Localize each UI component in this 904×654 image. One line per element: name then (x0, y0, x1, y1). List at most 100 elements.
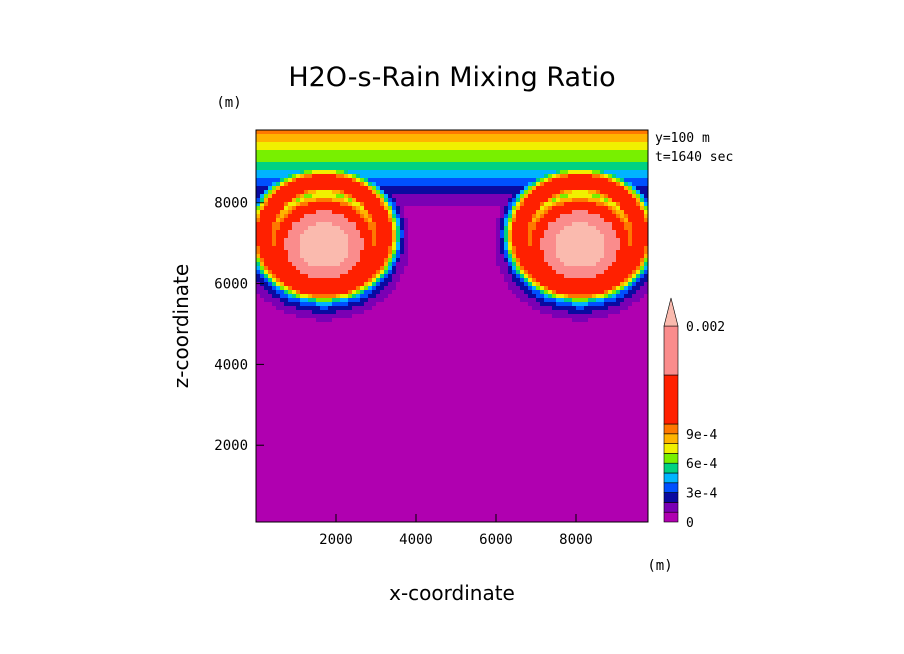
field-cell (308, 258, 313, 263)
field-cell (296, 422, 301, 427)
field-cell (448, 474, 453, 479)
field-cell (424, 206, 429, 211)
field-cell (364, 518, 369, 522)
field-cell (392, 314, 397, 319)
field-cell (368, 466, 373, 471)
field-cell (280, 450, 285, 455)
field-cell (268, 454, 273, 459)
field-cell (296, 502, 301, 507)
field-cell (320, 222, 325, 227)
field-cell (256, 382, 261, 387)
field-cell (436, 518, 441, 522)
field-cell (444, 202, 449, 207)
field-cell (308, 410, 313, 415)
field-cell (416, 206, 421, 211)
field-cell (420, 134, 425, 139)
field-cell (420, 466, 425, 471)
field-cell (436, 214, 441, 219)
field-cell (428, 426, 433, 431)
field-cell (384, 366, 389, 371)
field-cell (288, 134, 293, 139)
field-cell (456, 166, 461, 171)
field-cell (256, 222, 261, 227)
field-cell (292, 230, 297, 235)
field-cell (364, 174, 369, 179)
field-cell (352, 302, 357, 307)
field-cell (340, 450, 345, 455)
field-cell (280, 162, 285, 167)
field-cell (348, 150, 353, 155)
field-cell (380, 438, 385, 443)
field-cell (436, 182, 441, 187)
field-cell (436, 370, 441, 375)
field-cell (404, 322, 409, 327)
field-cell (296, 194, 301, 199)
field-cell (328, 330, 333, 335)
field-cell (444, 190, 449, 195)
field-cell (420, 262, 425, 267)
field-cell (312, 474, 317, 479)
field-cell (432, 278, 437, 283)
field-cell (364, 386, 369, 391)
field-cell (424, 354, 429, 359)
field-cell (316, 266, 321, 271)
field-cell (356, 518, 361, 522)
field-cell (356, 254, 361, 259)
field-cell (292, 266, 297, 271)
field-cell (452, 394, 457, 399)
field-cell (452, 266, 457, 271)
field-cell (336, 150, 341, 155)
field-cell (384, 402, 389, 407)
field-cell (288, 302, 293, 307)
field-cell (392, 418, 397, 423)
field-cell (352, 234, 357, 239)
field-cell (284, 258, 289, 263)
field-cell (260, 510, 265, 515)
field-cell (456, 290, 461, 295)
field-cell (272, 394, 277, 399)
field-cell (456, 418, 461, 423)
field-cell (320, 254, 325, 259)
field-cell (312, 162, 317, 167)
field-cell (308, 194, 313, 199)
field-cell (400, 510, 405, 515)
field-cell (448, 466, 453, 471)
field-cell (320, 270, 325, 275)
field-cell (328, 238, 333, 243)
field-cell (392, 358, 397, 363)
field-cell (292, 450, 297, 455)
field-cell (312, 506, 317, 511)
field-cell (440, 462, 445, 467)
field-cell (364, 482, 369, 487)
field-cell (316, 318, 321, 323)
field-cell (376, 146, 381, 151)
field-cell (268, 346, 273, 351)
field-cell (400, 394, 405, 399)
field-cell (400, 406, 405, 411)
field-cell (288, 138, 293, 143)
field-cell (384, 266, 389, 271)
field-cell (264, 138, 269, 143)
field-cell (340, 398, 345, 403)
field-cell (316, 254, 321, 259)
field-cell (264, 194, 269, 199)
field-cell (296, 150, 301, 155)
field-cell (268, 166, 273, 171)
field-cell (416, 190, 421, 195)
field-cell (284, 314, 289, 319)
field-cell (348, 370, 353, 375)
field-cell (284, 190, 289, 195)
field-cell (416, 510, 421, 515)
field-cell (368, 402, 373, 407)
field-cell (344, 510, 349, 515)
field-cell (328, 170, 333, 175)
field-cell (376, 342, 381, 347)
field-cell (312, 310, 317, 315)
field-cell (332, 470, 337, 475)
field-cell (284, 498, 289, 503)
field-cell (340, 250, 345, 255)
field-cell (296, 418, 301, 423)
field-cell (356, 302, 361, 307)
field-cell (384, 258, 389, 263)
field-cell (348, 518, 353, 522)
